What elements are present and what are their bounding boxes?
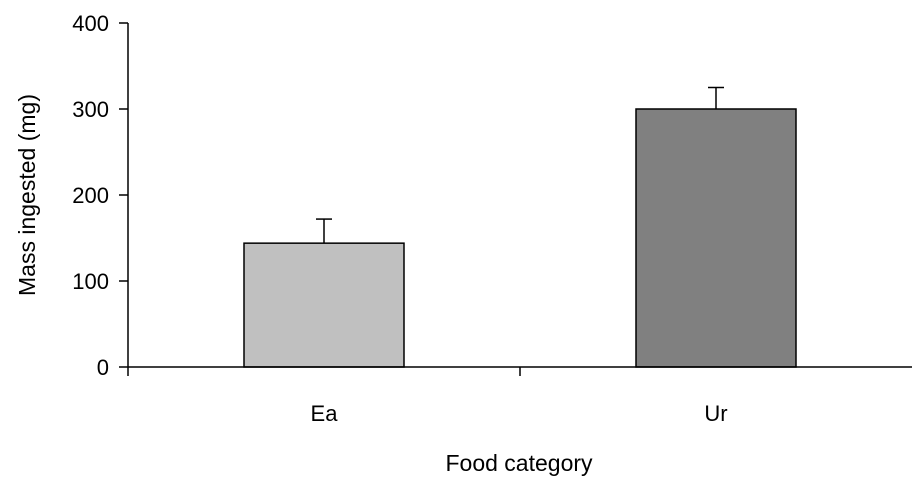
x-tick-label: Ur [704, 401, 727, 426]
error-bars [316, 86, 724, 244]
y-tick-label: 400 [72, 11, 109, 36]
bars [243, 108, 797, 368]
y-tick-label: 0 [97, 355, 109, 380]
y-tick-label: 200 [72, 183, 109, 208]
y-axis-ticks: 0 100 200 300 400 [72, 11, 128, 380]
x-tick-label: Ea [311, 401, 339, 426]
bar-ea [243, 242, 405, 368]
y-tick-label: 100 [72, 269, 109, 294]
bar-ur [635, 108, 797, 368]
y-tick-label: 300 [72, 97, 109, 122]
x-axis-title: Food category [445, 450, 593, 476]
y-axis-title: Mass ingested (mg) [14, 94, 40, 296]
x-axis-ticks: Ea Ur [127, 367, 728, 426]
